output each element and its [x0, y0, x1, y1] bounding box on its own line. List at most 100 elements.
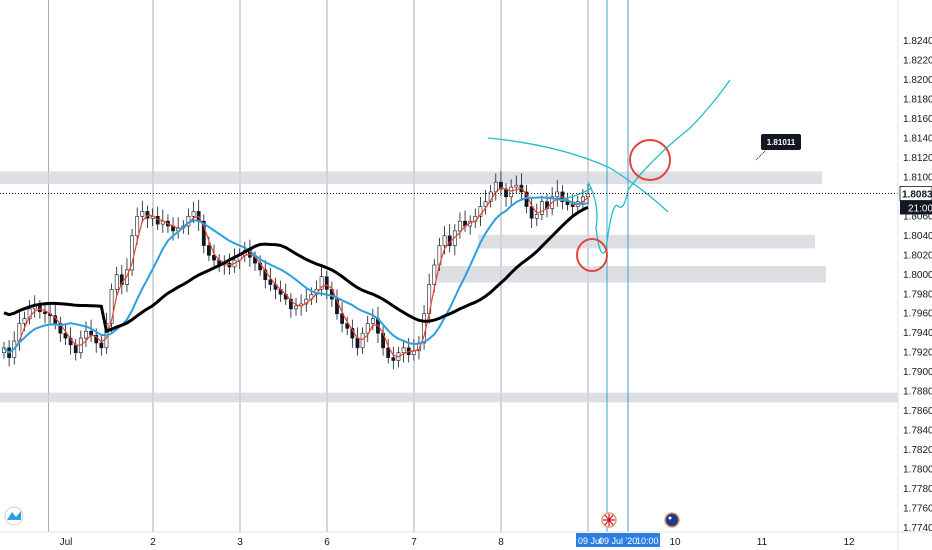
candle-body [63, 332, 68, 339]
entry-circle [576, 238, 608, 272]
moving-average-slow [3, 205, 589, 334]
time-axis[interactable]: Jul 2 3 6 7 8 10 11 12 [60, 537, 855, 548]
candle-body [119, 274, 124, 285]
candle-body [140, 211, 145, 217]
cursor-time: 10:00 [636, 536, 659, 546]
price-tick-label: 1.77800 [903, 484, 932, 495]
projection-stem [559, 187, 593, 201]
time-tick-label: 11 [757, 537, 768, 548]
candle-body [370, 318, 375, 324]
candle-body [534, 214, 539, 219]
time-cursor-badge: 09 Jul 09 Jul '20 10:00 [576, 533, 660, 547]
moving-average-fast [3, 187, 589, 358]
au-flag-star [668, 516, 672, 520]
candle-body [27, 308, 32, 319]
price-tick-label: 1.81600 [903, 114, 932, 125]
candle-body [212, 254, 216, 261]
price-tick-label: 1.77400 [903, 523, 932, 534]
candle-body [586, 193, 590, 198]
price-tick-label: 1.80400 [903, 231, 932, 242]
uk-flag-cross [603, 514, 615, 526]
candle-body [268, 279, 273, 285]
au-flag-icon[interactable] [664, 512, 680, 528]
candle-body [483, 201, 488, 207]
candle-body [324, 276, 329, 290]
cursor-time-box [576, 533, 660, 547]
price-tick-label: 1.78000 [903, 465, 932, 476]
candle-body [99, 342, 104, 349]
candle-body [432, 264, 437, 285]
candle-body [442, 235, 447, 246]
price-tick-label: 1.80200 [903, 250, 932, 261]
price-tick-label: 1.81800 [903, 94, 932, 105]
candle-body [365, 323, 370, 334]
last-price-badge: 1.80834 21:00 [899, 186, 932, 215]
time-tick-label: 2 [150, 537, 156, 548]
candle-body [478, 206, 483, 217]
candle-body [73, 344, 78, 354]
candle-body [565, 201, 570, 205]
last-price-time-box [900, 200, 932, 215]
candle-body [335, 298, 339, 315]
price-tick-label: 1.78800 [903, 387, 932, 398]
annotation-pointer [755, 149, 767, 161]
price-tick-label: 1.79200 [903, 348, 932, 359]
candle-body [386, 347, 391, 358]
price-tick-label: 1.81200 [903, 153, 932, 164]
candle-body [391, 357, 396, 361]
candle-body [84, 330, 88, 339]
time-tick-label: Jul [60, 537, 73, 548]
candle-body [509, 186, 514, 198]
cursor-date-1: 09 Jul [578, 536, 602, 546]
supply-demand-zone [0, 392, 898, 403]
candle-body [555, 191, 560, 198]
time-tick-label: 8 [498, 537, 504, 548]
candle-body [355, 337, 360, 349]
zone-group [0, 171, 898, 403]
candle-body [319, 276, 324, 290]
candle-body [22, 318, 27, 324]
tradingview-logo-icon[interactable] [4, 506, 24, 526]
candle-body [114, 274, 119, 290]
time-tick-label: 6 [324, 537, 330, 548]
time-tick-label: 7 [411, 537, 417, 548]
moving-average-medium [3, 196, 589, 355]
candle-body [340, 313, 345, 324]
candle-body [499, 181, 503, 190]
candle-body [345, 323, 350, 329]
candle-body [570, 204, 575, 207]
event-flags[interactable] [601, 512, 680, 528]
price-tick-label: 1.79600 [903, 309, 932, 320]
price-tick-label: 1.79800 [903, 289, 932, 300]
projection-drawings [487, 79, 731, 272]
supply-demand-zone [437, 266, 826, 283]
time-tick-label: 12 [843, 537, 855, 548]
price-tick-label: 1.82000 [903, 75, 932, 86]
target-circle [629, 139, 671, 181]
price-annotation[interactable]: 1.81011 [755, 134, 801, 161]
candle-body [458, 220, 462, 232]
candle-body [191, 211, 196, 217]
candle-body [130, 235, 134, 271]
price-tick-label: 1.81400 [903, 133, 932, 144]
supply-demand-zone [0, 171, 822, 185]
candle-body [109, 289, 114, 324]
price-tick-label: 1.80000 [903, 270, 932, 281]
candle-body [201, 220, 206, 246]
price-tick-label: 1.79000 [903, 367, 932, 378]
price-tick-label: 1.82400 [903, 36, 932, 47]
cursor-date-2: 09 Jul '20 [599, 536, 637, 546]
supply-demand-zone [478, 234, 815, 249]
candle-body [288, 298, 293, 310]
price-tick-label: 1.78200 [903, 445, 932, 456]
price-tick-label: 1.79400 [903, 328, 932, 339]
price-tick-label: 1.78400 [903, 426, 932, 437]
last-price-value: 1.80834 [902, 190, 932, 201]
price-tick-label: 1.77600 [903, 504, 932, 515]
candle-body [43, 311, 47, 315]
time-tick-label: 10 [669, 537, 681, 548]
candle-body [207, 245, 211, 256]
logo-mountain [7, 511, 21, 520]
